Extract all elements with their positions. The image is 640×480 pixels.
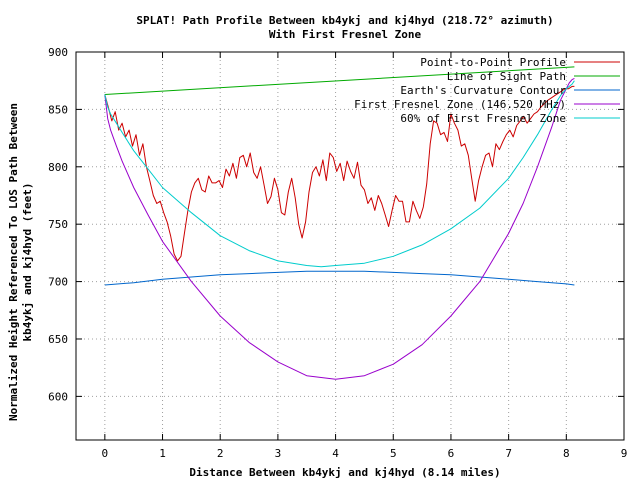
x-tick-label: 7 [505,447,512,460]
y-tick-label: 800 [48,161,68,174]
legend-label-2: Line of Sight Path [447,70,566,83]
y-tick-label: 900 [48,46,68,59]
plot-frame [75,51,625,441]
y-tick-label: 600 [48,390,68,403]
legend-label-3: Earth's Curvature Contour [400,84,566,97]
y-tick-label: 700 [48,276,68,289]
axis-ticks: 0 1 2 3 4 5 6 7 8 9 600 650 700 750 800 850 900 [48,46,627,460]
legend-label-4: First Fresnel Zone (146.520 MHz) [354,98,566,111]
x-tick-label: 1 [159,447,166,460]
series-line-5 [104,80,575,268]
x-axis-label: Distance Between kb4ykj and kj4hyd (8.14… [189,466,500,479]
y-axis-label-line1: Normalized Height Referenced To LOS Path… [7,103,20,421]
chart-title: SPLAT! Path Profile Between kb4ykj and k… [136,14,553,27]
series-line-2 [104,66,575,95]
series-line-3 [104,270,575,286]
series-line-4 [104,77,575,380]
y-tick-label: 750 [48,218,68,231]
y-tick-label: 850 [48,103,68,116]
chart-subtitle: With First Fresnel Zone [269,28,422,41]
x-tick-label: 0 [102,447,109,460]
x-tick-label: 5 [390,447,397,460]
legend-label-1: Point-to-Point Profile [420,56,566,69]
x-tick-label: 6 [448,447,455,460]
x-tick-label: 8 [563,447,570,460]
x-tick-label: 9 [621,447,628,460]
y-axis-label-line2: kb4ykj and kj4hyd (feet) [21,183,34,342]
x-tick-label: 4 [332,447,339,460]
series-line-1 [104,85,575,262]
series-lines [104,66,575,380]
legend-label-5: 60% of First Fresnel Zone [400,112,566,125]
x-tick-label: 3 [275,447,282,460]
y-tick-label: 650 [48,333,68,346]
x-tick-label: 2 [217,447,224,460]
